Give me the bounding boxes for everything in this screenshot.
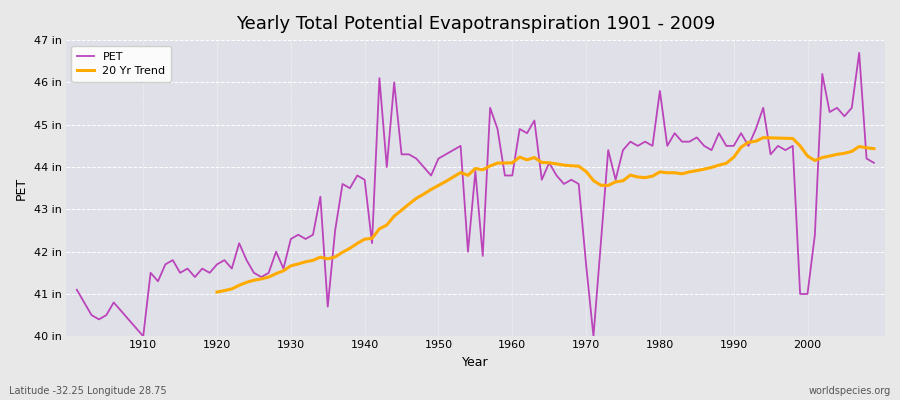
Y-axis label: PET: PET — [15, 177, 28, 200]
PET — [603, 148, 614, 152]
Line: PET: PET — [76, 53, 874, 336]
Legend: PET, 20 Yr Trend: PET, 20 Yr Trend — [71, 46, 171, 82]
PET — [301, 236, 311, 241]
Text: worldspecies.org: worldspecies.org — [809, 386, 891, 396]
PET — [138, 334, 148, 339]
Title: Yearly Total Potential Evapotranspiration 1901 - 2009: Yearly Total Potential Evapotranspiratio… — [236, 15, 715, 33]
PET — [130, 326, 141, 330]
20 Yr Trend — [780, 136, 791, 141]
PET — [507, 173, 517, 178]
20 Yr Trend — [765, 136, 776, 140]
PET — [345, 186, 356, 190]
X-axis label: Year: Year — [462, 356, 489, 369]
Line: 20 Yr Trend: 20 Yr Trend — [217, 138, 874, 292]
20 Yr Trend — [411, 196, 422, 201]
20 Yr Trend — [301, 260, 311, 264]
20 Yr Trend — [758, 135, 769, 140]
PET — [868, 160, 879, 165]
20 Yr Trend — [670, 170, 680, 175]
PET — [71, 287, 82, 292]
20 Yr Trend — [868, 146, 879, 151]
Text: Latitude -32.25 Longitude 28.75: Latitude -32.25 Longitude 28.75 — [9, 386, 166, 396]
20 Yr Trend — [846, 149, 857, 154]
PET — [854, 50, 865, 55]
PET — [514, 126, 525, 131]
20 Yr Trend — [212, 290, 222, 294]
